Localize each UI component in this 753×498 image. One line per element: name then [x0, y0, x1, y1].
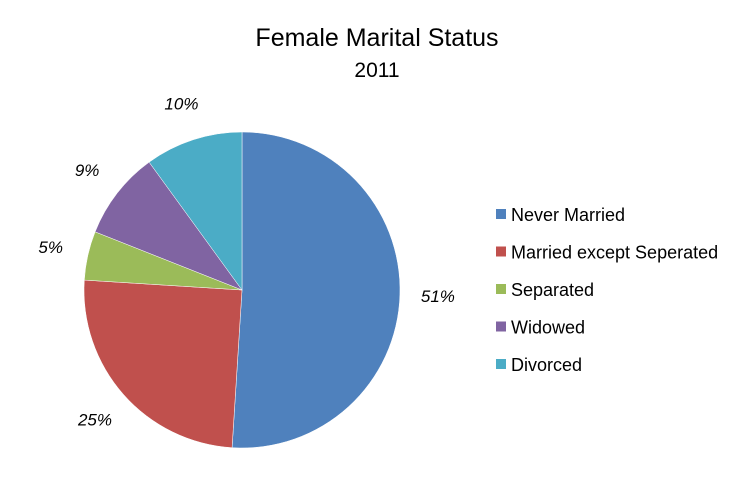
data-label-divorced: 10%: [164, 95, 198, 114]
chart-title: Female Marital Status: [255, 24, 498, 52]
data-label-widowed: 9%: [75, 161, 100, 180]
pie-slices: [83, 131, 401, 449]
legend-label-widowed: Widowed: [511, 318, 585, 338]
pie-slice-never-married: [231, 131, 401, 449]
pie-slice-divorced: [148, 131, 243, 291]
data-label-never-married: 51%: [421, 287, 455, 306]
legend-label-divorced: Divorced: [511, 355, 582, 375]
legend-swatch-married-except-seperated: [496, 246, 506, 257]
legend-swatch-divorced: [496, 359, 506, 369]
legend-swatch-separated: [496, 284, 506, 294]
pie-slice-married-except-seperated: [83, 279, 243, 448]
legend-label-married-except-seperated: Married except Seperated: [511, 243, 718, 263]
legend-swatch-never-married: [496, 209, 506, 219]
data-label-married-except-seperated: 25%: [77, 411, 112, 430]
pie-data-labels: 51% 25% 5% 9% 10%: [38, 95, 454, 430]
data-label-separated: 5%: [38, 238, 63, 257]
legend-label-never-married: Never Married: [511, 205, 625, 225]
pie-slice-widowed: [94, 161, 243, 291]
chart-subtitle: 2011: [354, 59, 399, 82]
legend-swatch-widowed: [496, 321, 506, 332]
legend: Never Married Married except Seperated Sep…: [496, 205, 718, 375]
legend-label-separated: Separated: [511, 280, 594, 300]
